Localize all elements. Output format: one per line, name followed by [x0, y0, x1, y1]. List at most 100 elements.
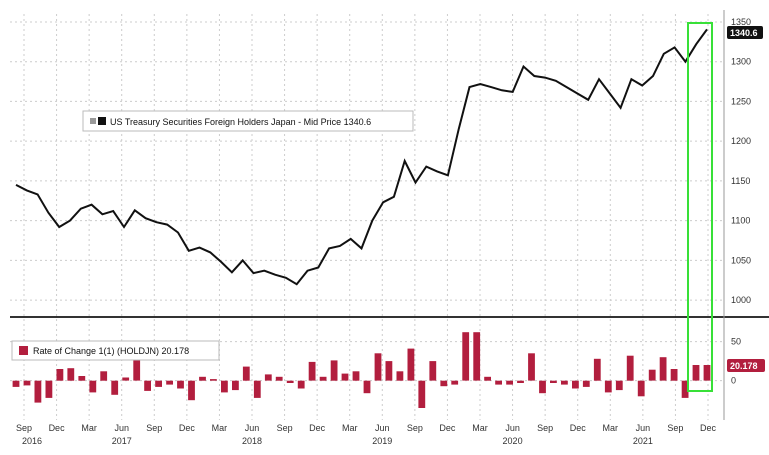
x-month-label: Mar: [81, 423, 97, 433]
bar: [67, 368, 75, 381]
line-badge-bg: [727, 26, 763, 39]
bar: [177, 380, 184, 389]
x-month-label: Mar: [603, 423, 619, 433]
bar: [264, 374, 272, 381]
top-y-tick-label: 1050: [731, 255, 751, 265]
bar-series: [12, 332, 711, 408]
bar: [34, 380, 42, 403]
bar-badge-text: 20.178: [730, 361, 758, 371]
top-y-tick-label: 1100: [731, 216, 750, 226]
top-legend: US Treasury Securities Foreign Holders J…: [82, 110, 414, 132]
x-month-label: Jun: [114, 423, 129, 433]
line-last-value-badge: 1340.6: [727, 26, 763, 39]
bar: [495, 380, 502, 385]
x-month-label: Sep: [277, 423, 293, 433]
top-legend-swatch-grey: [90, 118, 96, 124]
highlight-box: [687, 22, 713, 392]
x-month-label: Jun: [245, 423, 260, 433]
bar: [681, 380, 689, 398]
bar: [637, 380, 645, 397]
x-month-label: Dec: [570, 423, 587, 433]
line-series: [15, 28, 708, 286]
bottom-legend-box: [11, 340, 220, 361]
bottom-y-axis-ticks: 0 50: [731, 337, 741, 386]
top-y-tick-label: 1200: [731, 136, 751, 146]
bar: [462, 332, 470, 381]
bar: [56, 369, 64, 381]
bar: [582, 380, 590, 387]
x-month-label: Sep: [537, 423, 553, 433]
bar: [615, 380, 623, 391]
bar: [89, 380, 97, 393]
bar: [297, 380, 305, 389]
bar: [517, 380, 524, 383]
bar: [550, 380, 557, 383]
bar: [166, 380, 173, 385]
bar: [122, 377, 130, 381]
bar-badge-bg: [727, 359, 765, 372]
bar: [506, 380, 513, 385]
bar: [341, 373, 349, 381]
x-year-label: 2017: [112, 436, 132, 446]
bar: [385, 361, 393, 381]
x-month-label: Dec: [700, 423, 717, 433]
x-year-label: 2021: [633, 436, 653, 446]
x-month-label: Dec: [179, 423, 196, 433]
bar: [12, 380, 20, 387]
top-y-tick-label: 1300: [731, 57, 751, 67]
bar: [703, 365, 711, 381]
top-y-tick-label: 1000: [731, 295, 751, 305]
x-month-label: Sep: [146, 423, 162, 433]
bar: [23, 380, 31, 386]
bar: [407, 348, 415, 381]
x-month-label: Dec: [309, 423, 326, 433]
bar: [429, 361, 437, 381]
bar: [473, 332, 481, 381]
bottom-y-tick-label: 50: [731, 337, 741, 347]
bar: [319, 376, 327, 381]
bar: [539, 380, 546, 394]
bar: [111, 380, 119, 395]
bar: [286, 380, 294, 383]
bar: [188, 380, 195, 401]
x-year-label: 2018: [242, 436, 262, 446]
top-y-tick-label: 1350: [731, 17, 751, 27]
bar-last-value-badge: 20.178: [727, 359, 765, 372]
x-month-label: Sep: [667, 423, 683, 433]
bar: [232, 380, 239, 391]
bar: [221, 380, 228, 393]
bar: [659, 357, 667, 381]
bar: [100, 371, 108, 381]
bar: [484, 376, 491, 381]
bar: [330, 360, 338, 381]
x-month-label: Sep: [16, 423, 32, 433]
x-month-label: Mar: [472, 423, 488, 433]
bar: [440, 380, 448, 387]
x-month-label: Jun: [636, 423, 651, 433]
bar: [418, 380, 426, 408]
bar: [396, 371, 404, 381]
bar: [242, 366, 250, 381]
x-year-label: 2016: [22, 436, 42, 446]
x-year-label: 2020: [503, 436, 523, 446]
bar: [155, 380, 162, 387]
x-month-label: Mar: [212, 423, 228, 433]
bar: [670, 369, 678, 381]
x-month-label: Sep: [407, 423, 423, 433]
bottom-y-tick-label: 0: [731, 376, 736, 386]
bar: [692, 365, 700, 381]
bottom-legend: Rate of Change 1(1) (HOLDJN) 20.178: [11, 340, 220, 361]
x-axis-ticks: Sep Dec Mar Jun Sep Dec Mar Jun Sep Dec Mar Jun Sep D…: [16, 423, 717, 446]
top-y-tick-label: 1150: [731, 176, 750, 186]
line-badge-text: 1340.6: [730, 28, 758, 38]
x-month-label: Dec: [439, 423, 456, 433]
top-legend-swatch-black: [98, 117, 106, 125]
bar: [133, 357, 141, 381]
bar: [199, 376, 206, 381]
x-month-label: Mar: [342, 423, 358, 433]
bar: [144, 380, 151, 391]
x-month-label: Jun: [375, 423, 390, 433]
top-legend-box: [82, 110, 414, 132]
bar: [648, 369, 656, 381]
